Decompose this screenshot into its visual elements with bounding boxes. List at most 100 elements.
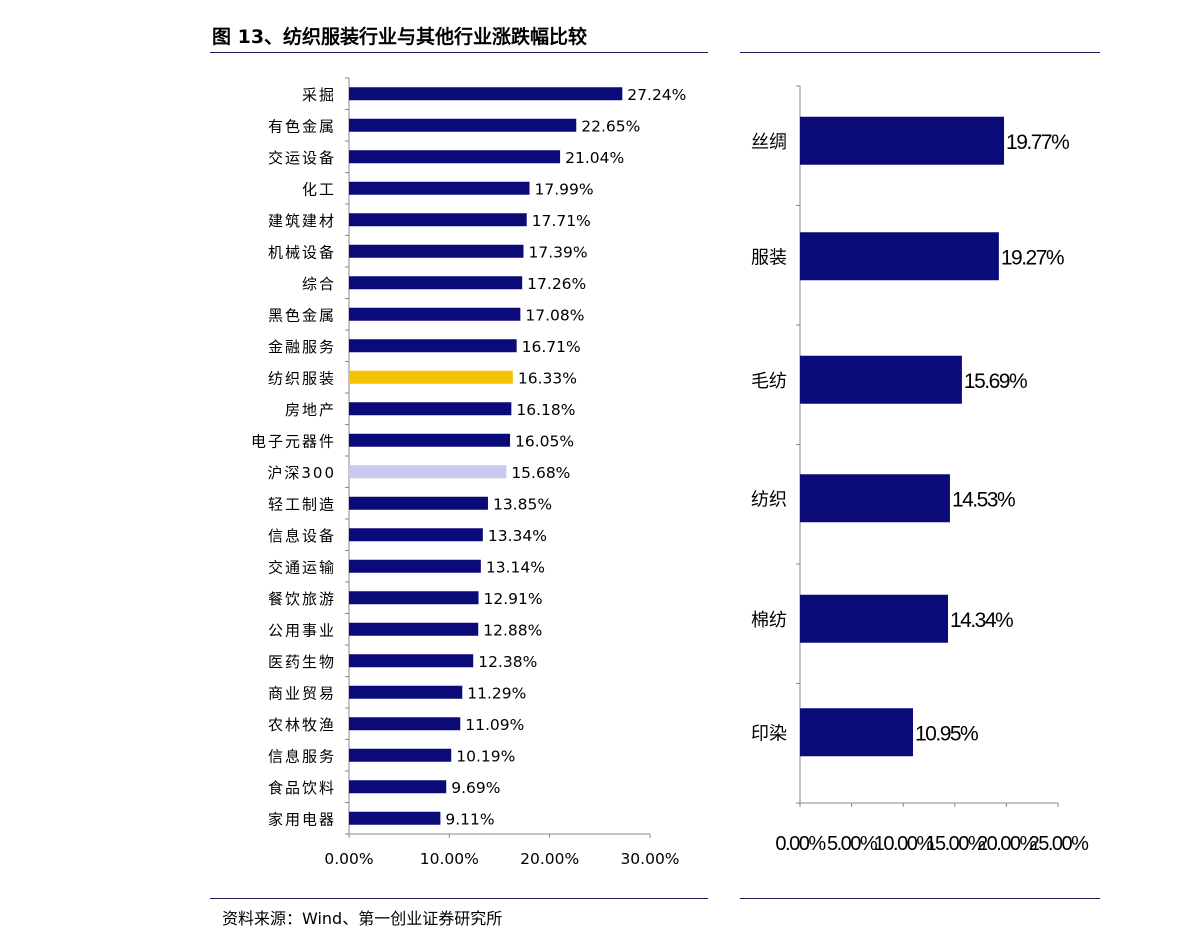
bar: [800, 474, 950, 523]
bar: [349, 181, 530, 195]
bar: [349, 748, 452, 762]
category-label: 服装: [751, 247, 787, 268]
title-rule-left: [210, 52, 708, 53]
x-tick-label: 20.00%: [977, 833, 1038, 855]
bar: [349, 150, 561, 164]
bar: [800, 594, 948, 643]
data-label: 14.53%: [952, 488, 1015, 511]
category-label: 毛纺: [751, 371, 787, 392]
x-tick-label: 25.00%: [1029, 833, 1090, 855]
bar: [349, 528, 483, 542]
bar: [349, 87, 623, 101]
x-tick-label: 15.00%: [925, 833, 986, 855]
data-label: 17.26%: [527, 275, 586, 293]
category-label: 化工: [302, 180, 336, 198]
x-tick-label: 10.00%: [874, 833, 935, 855]
bar: [800, 232, 999, 281]
bar: [349, 591, 479, 605]
data-label: 17.71%: [532, 212, 591, 230]
bar: [349, 496, 488, 510]
data-label: 10.95%: [915, 722, 978, 745]
data-label: 27.24%: [627, 86, 686, 104]
x-tick-label: 20.00%: [520, 850, 579, 868]
data-label: 11.29%: [467, 684, 526, 702]
x-tick-label: 0.00%: [775, 833, 826, 855]
data-label: 17.08%: [525, 306, 584, 324]
category-label: 餐饮旅游: [268, 590, 336, 608]
figure-title: 图 13、纺织服装行业与其他行业涨跌幅比较: [212, 26, 588, 48]
bar: [800, 708, 914, 757]
category-label: 金融服务: [268, 338, 336, 356]
bar: [349, 811, 441, 825]
bar: [349, 213, 527, 227]
category-label: 食品饮料: [268, 779, 336, 797]
bar: [349, 685, 463, 699]
category-label: 交运设备: [268, 149, 336, 167]
bar: [349, 339, 517, 353]
category-label: 房地产: [285, 401, 336, 419]
data-label: 10.19%: [456, 747, 515, 765]
bar: [349, 307, 521, 321]
data-label: 15.69%: [964, 370, 1027, 393]
category-label: 丝绸: [751, 132, 787, 153]
x-tick-label: 30.00%: [620, 850, 679, 868]
category-label: 纺织服装: [268, 369, 336, 387]
data-label: 16.05%: [515, 432, 574, 450]
category-label: 有色金属: [268, 117, 336, 135]
category-label: 商业贸易: [268, 684, 336, 702]
data-label: 19.77%: [1006, 131, 1069, 154]
category-label: 轻工制造: [268, 495, 336, 513]
data-label: 22.65%: [581, 117, 640, 135]
bar: [349, 717, 461, 731]
data-label: 16.18%: [516, 401, 575, 419]
category-label: 农林牧渔: [268, 716, 336, 734]
category-label: 综合: [302, 275, 336, 293]
bar: [349, 780, 447, 794]
bar: [349, 433, 511, 447]
category-label: 沪深300: [267, 464, 336, 482]
data-label: 16.33%: [518, 369, 577, 387]
data-label: 21.04%: [565, 149, 624, 167]
data-label: 17.39%: [528, 243, 587, 261]
data-label: 9.11%: [445, 810, 494, 828]
bar: [349, 370, 513, 384]
data-label: 19.27%: [1001, 246, 1064, 269]
category-label: 棉纺: [751, 610, 787, 631]
title-rule-right: [740, 52, 1100, 53]
category-label: 家用电器: [268, 810, 336, 828]
data-label: 14.34%: [950, 609, 1013, 632]
category-label: 公用事业: [268, 621, 336, 639]
data-label: 11.09%: [465, 716, 524, 734]
source-note: 资料来源：Wind、第一创业证券研究所: [222, 909, 503, 928]
bar: [349, 559, 481, 573]
category-label: 交通运输: [268, 558, 336, 576]
data-label: 13.14%: [486, 558, 545, 576]
data-label: 13.85%: [493, 495, 552, 513]
data-label: 17.99%: [534, 180, 593, 198]
category-label: 医药生物: [268, 653, 336, 671]
category-label: 机械设备: [268, 243, 336, 261]
data-label: 9.69%: [451, 779, 500, 797]
category-label: 黑色金属: [268, 306, 336, 324]
category-label: 信息设备: [268, 527, 336, 545]
x-tick-label: 5.00%: [827, 833, 878, 855]
bar: [800, 355, 962, 404]
bar: [349, 622, 479, 636]
category-label: 采掘: [302, 86, 336, 104]
data-label: 16.71%: [522, 338, 581, 356]
bar: [349, 118, 577, 132]
bar: [349, 244, 524, 258]
bar: [800, 116, 1005, 165]
data-label: 13.34%: [488, 527, 547, 545]
category-label: 电子元器件: [251, 432, 336, 450]
data-label: 12.91%: [484, 590, 543, 608]
x-tick-label: 10.00%: [420, 850, 479, 868]
x-tick-label: 0.00%: [324, 850, 373, 868]
bar: [349, 402, 512, 416]
data-label: 15.68%: [511, 464, 570, 482]
data-label: 12.88%: [483, 621, 542, 639]
source-rule-right: [740, 898, 1100, 899]
bar: [349, 276, 523, 290]
category-label: 信息服务: [268, 747, 336, 765]
